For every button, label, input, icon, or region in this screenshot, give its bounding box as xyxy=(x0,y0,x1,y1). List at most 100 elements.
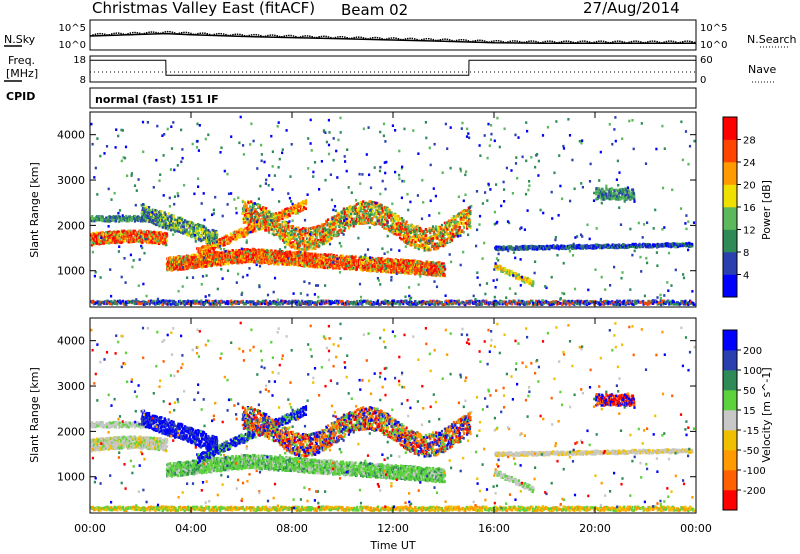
noise-point xyxy=(537,41,539,43)
power-cell xyxy=(320,259,324,263)
power-cell xyxy=(344,265,347,269)
power-cell xyxy=(433,266,436,270)
power-cell xyxy=(201,265,204,269)
power-cell xyxy=(258,204,262,207)
noise-point xyxy=(285,34,288,37)
noise-point xyxy=(229,34,232,36)
power-cell xyxy=(282,250,285,254)
noise-point xyxy=(278,35,281,38)
power-cell xyxy=(111,237,114,240)
power-cell xyxy=(294,230,297,234)
power-cell xyxy=(345,267,348,270)
noise-point xyxy=(525,41,528,43)
power-cell xyxy=(243,220,246,224)
power-cell xyxy=(389,265,392,268)
noise-left-tick: 10^5 xyxy=(59,23,86,34)
power-cell xyxy=(114,231,117,234)
power-cell xyxy=(277,263,280,266)
power-cell xyxy=(155,240,158,243)
power-cell xyxy=(264,259,267,263)
power-cell xyxy=(180,258,183,261)
power-cell xyxy=(158,242,161,246)
power-cell xyxy=(246,248,249,251)
power-cell xyxy=(263,214,266,218)
power-cell xyxy=(315,243,318,246)
power-cell xyxy=(91,236,94,240)
noise-point xyxy=(234,33,236,36)
noise-point xyxy=(523,41,525,44)
power-cell xyxy=(286,213,289,216)
power-cell xyxy=(133,235,136,239)
noise-point xyxy=(194,33,197,36)
power-cell xyxy=(377,256,380,260)
power-cell xyxy=(91,239,94,243)
power-cell xyxy=(290,245,293,249)
power-cell xyxy=(278,219,281,222)
noise-point xyxy=(269,34,271,36)
power-cell xyxy=(102,242,105,245)
power-cell xyxy=(207,249,210,252)
power-cell xyxy=(301,254,304,257)
power-cell xyxy=(282,239,285,242)
power-cell xyxy=(440,262,444,265)
power-cell xyxy=(288,213,291,217)
noise-point xyxy=(619,40,621,42)
power-cell xyxy=(281,237,284,240)
power-cell xyxy=(334,256,337,259)
power-cell xyxy=(366,258,369,262)
power-cell xyxy=(390,258,394,262)
noise-point xyxy=(602,40,605,43)
power-cell xyxy=(321,255,324,259)
power-cell xyxy=(95,215,99,218)
power-cell xyxy=(438,274,441,278)
power-cell xyxy=(196,264,200,267)
noise-point xyxy=(162,31,164,34)
power-cell xyxy=(291,255,294,258)
power-cell xyxy=(123,229,126,233)
power-cell xyxy=(428,268,431,272)
power-cell xyxy=(281,255,284,258)
power-cell xyxy=(272,222,275,225)
noise-point xyxy=(469,40,472,43)
power-cell xyxy=(345,255,348,258)
power-cell xyxy=(300,233,303,237)
power-cell xyxy=(237,261,240,265)
power-cell xyxy=(301,263,304,266)
noise-point xyxy=(598,40,600,42)
noise-point xyxy=(651,40,654,42)
power-cell xyxy=(224,262,227,266)
power-cell xyxy=(257,257,260,261)
power-cell xyxy=(140,231,143,235)
power-cell xyxy=(312,245,315,248)
power-cell xyxy=(204,263,207,267)
power-cell xyxy=(263,221,266,224)
noise-point xyxy=(404,38,407,40)
power-cell xyxy=(388,259,391,262)
noise-point xyxy=(390,37,393,39)
power-cell xyxy=(284,224,287,228)
power-cell xyxy=(386,268,389,272)
noise-point xyxy=(132,31,134,34)
noise-point xyxy=(353,36,355,39)
noise-right-tick: 10^5 xyxy=(700,23,727,34)
power-cell xyxy=(143,239,146,243)
power-cell xyxy=(280,235,283,238)
power-cell xyxy=(299,240,302,243)
power-cell xyxy=(227,262,230,266)
noise-point xyxy=(374,36,376,39)
power-cell xyxy=(282,252,285,255)
power-cell xyxy=(322,253,326,256)
power-cell xyxy=(269,223,272,226)
power-cell xyxy=(273,225,277,228)
noise-point xyxy=(691,41,693,43)
power-cell xyxy=(211,260,215,263)
power-cell xyxy=(409,272,412,275)
power-cell xyxy=(125,236,128,240)
power-cell xyxy=(257,248,260,252)
power-cell xyxy=(247,259,250,263)
cpid-label: CPID xyxy=(6,90,35,103)
power-cell xyxy=(442,262,445,265)
power-cell xyxy=(394,269,397,272)
power-cell xyxy=(133,238,137,241)
